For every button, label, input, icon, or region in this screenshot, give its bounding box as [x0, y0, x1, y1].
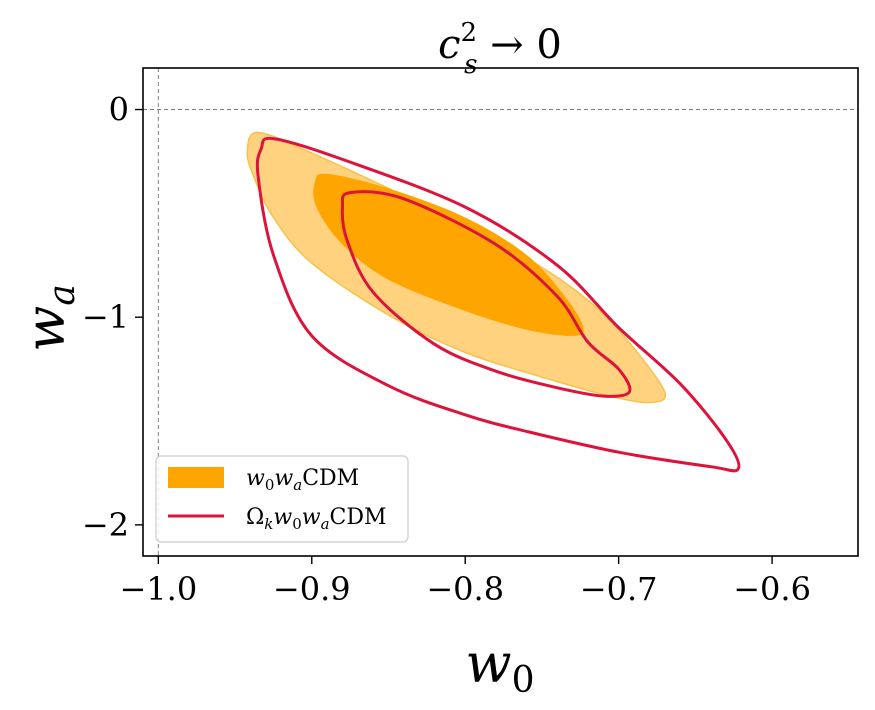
- y-tick-label: −1: [82, 298, 129, 336]
- plot-frame: [142, 67, 859, 557]
- y-axis-label: wa: [14, 284, 83, 352]
- legend-0-w: w: [246, 466, 265, 491]
- xlabel-base: w: [465, 632, 511, 695]
- contour-omegak-w0wacdm-95: [255, 136, 741, 473]
- contour-layers: [246, 131, 741, 473]
- legend-1-suba: a: [321, 515, 330, 533]
- y-axis-ticks: 0 −1 −2: [82, 91, 143, 544]
- legend-label-w0wacdm: w0waCDM: [246, 466, 359, 494]
- legend-0-tail: CDM: [302, 466, 359, 491]
- legend: w0waCDM Ωkw0waCDM: [155, 455, 409, 543]
- x-tick-label: −0.9: [273, 570, 351, 608]
- legend-1-sub0: 0: [292, 515, 302, 533]
- contour-omegak-w0wacdm-68: [340, 190, 632, 398]
- ylabel-sub: a: [42, 284, 83, 305]
- x-tick-label: −1.0: [119, 570, 197, 608]
- title-sup: 2: [461, 18, 478, 48]
- ylabel-base: w: [14, 306, 77, 352]
- title-base: c: [438, 22, 460, 68]
- y-tick-label: −2: [82, 506, 129, 544]
- x-axis-label: w0: [465, 632, 534, 701]
- legend-1-tail: CDM: [330, 505, 387, 530]
- contour-w0wacdm-68: [313, 173, 584, 336]
- legend-0-suba: a: [293, 476, 302, 494]
- legend-1-w2: w: [302, 505, 321, 530]
- legend-swatch-filled: [168, 467, 224, 488]
- x-tick-label: −0.6: [733, 570, 811, 608]
- legend-1-omega: Ω: [246, 505, 264, 530]
- x-axis-ticks: −1.0 −0.9 −0.8 −0.7 −0.6: [119, 556, 811, 608]
- x-tick-label: −0.8: [426, 570, 504, 608]
- title-sub: s: [464, 50, 477, 80]
- x-tick-label: −0.7: [580, 570, 658, 608]
- y-tick-label: 0: [109, 91, 129, 129]
- legend-0-w2: w: [274, 466, 293, 491]
- title-tail: → 0: [477, 22, 561, 68]
- legend-0-sub0: 0: [265, 476, 275, 494]
- legend-1-subk: k: [264, 515, 273, 533]
- legend-1-w: w: [273, 505, 292, 530]
- xlabel-sub: 0: [512, 660, 535, 701]
- chart-title: c2 s → 0: [438, 18, 562, 80]
- legend-label-omegak-w0wacdm: Ωkw0waCDM: [246, 505, 387, 533]
